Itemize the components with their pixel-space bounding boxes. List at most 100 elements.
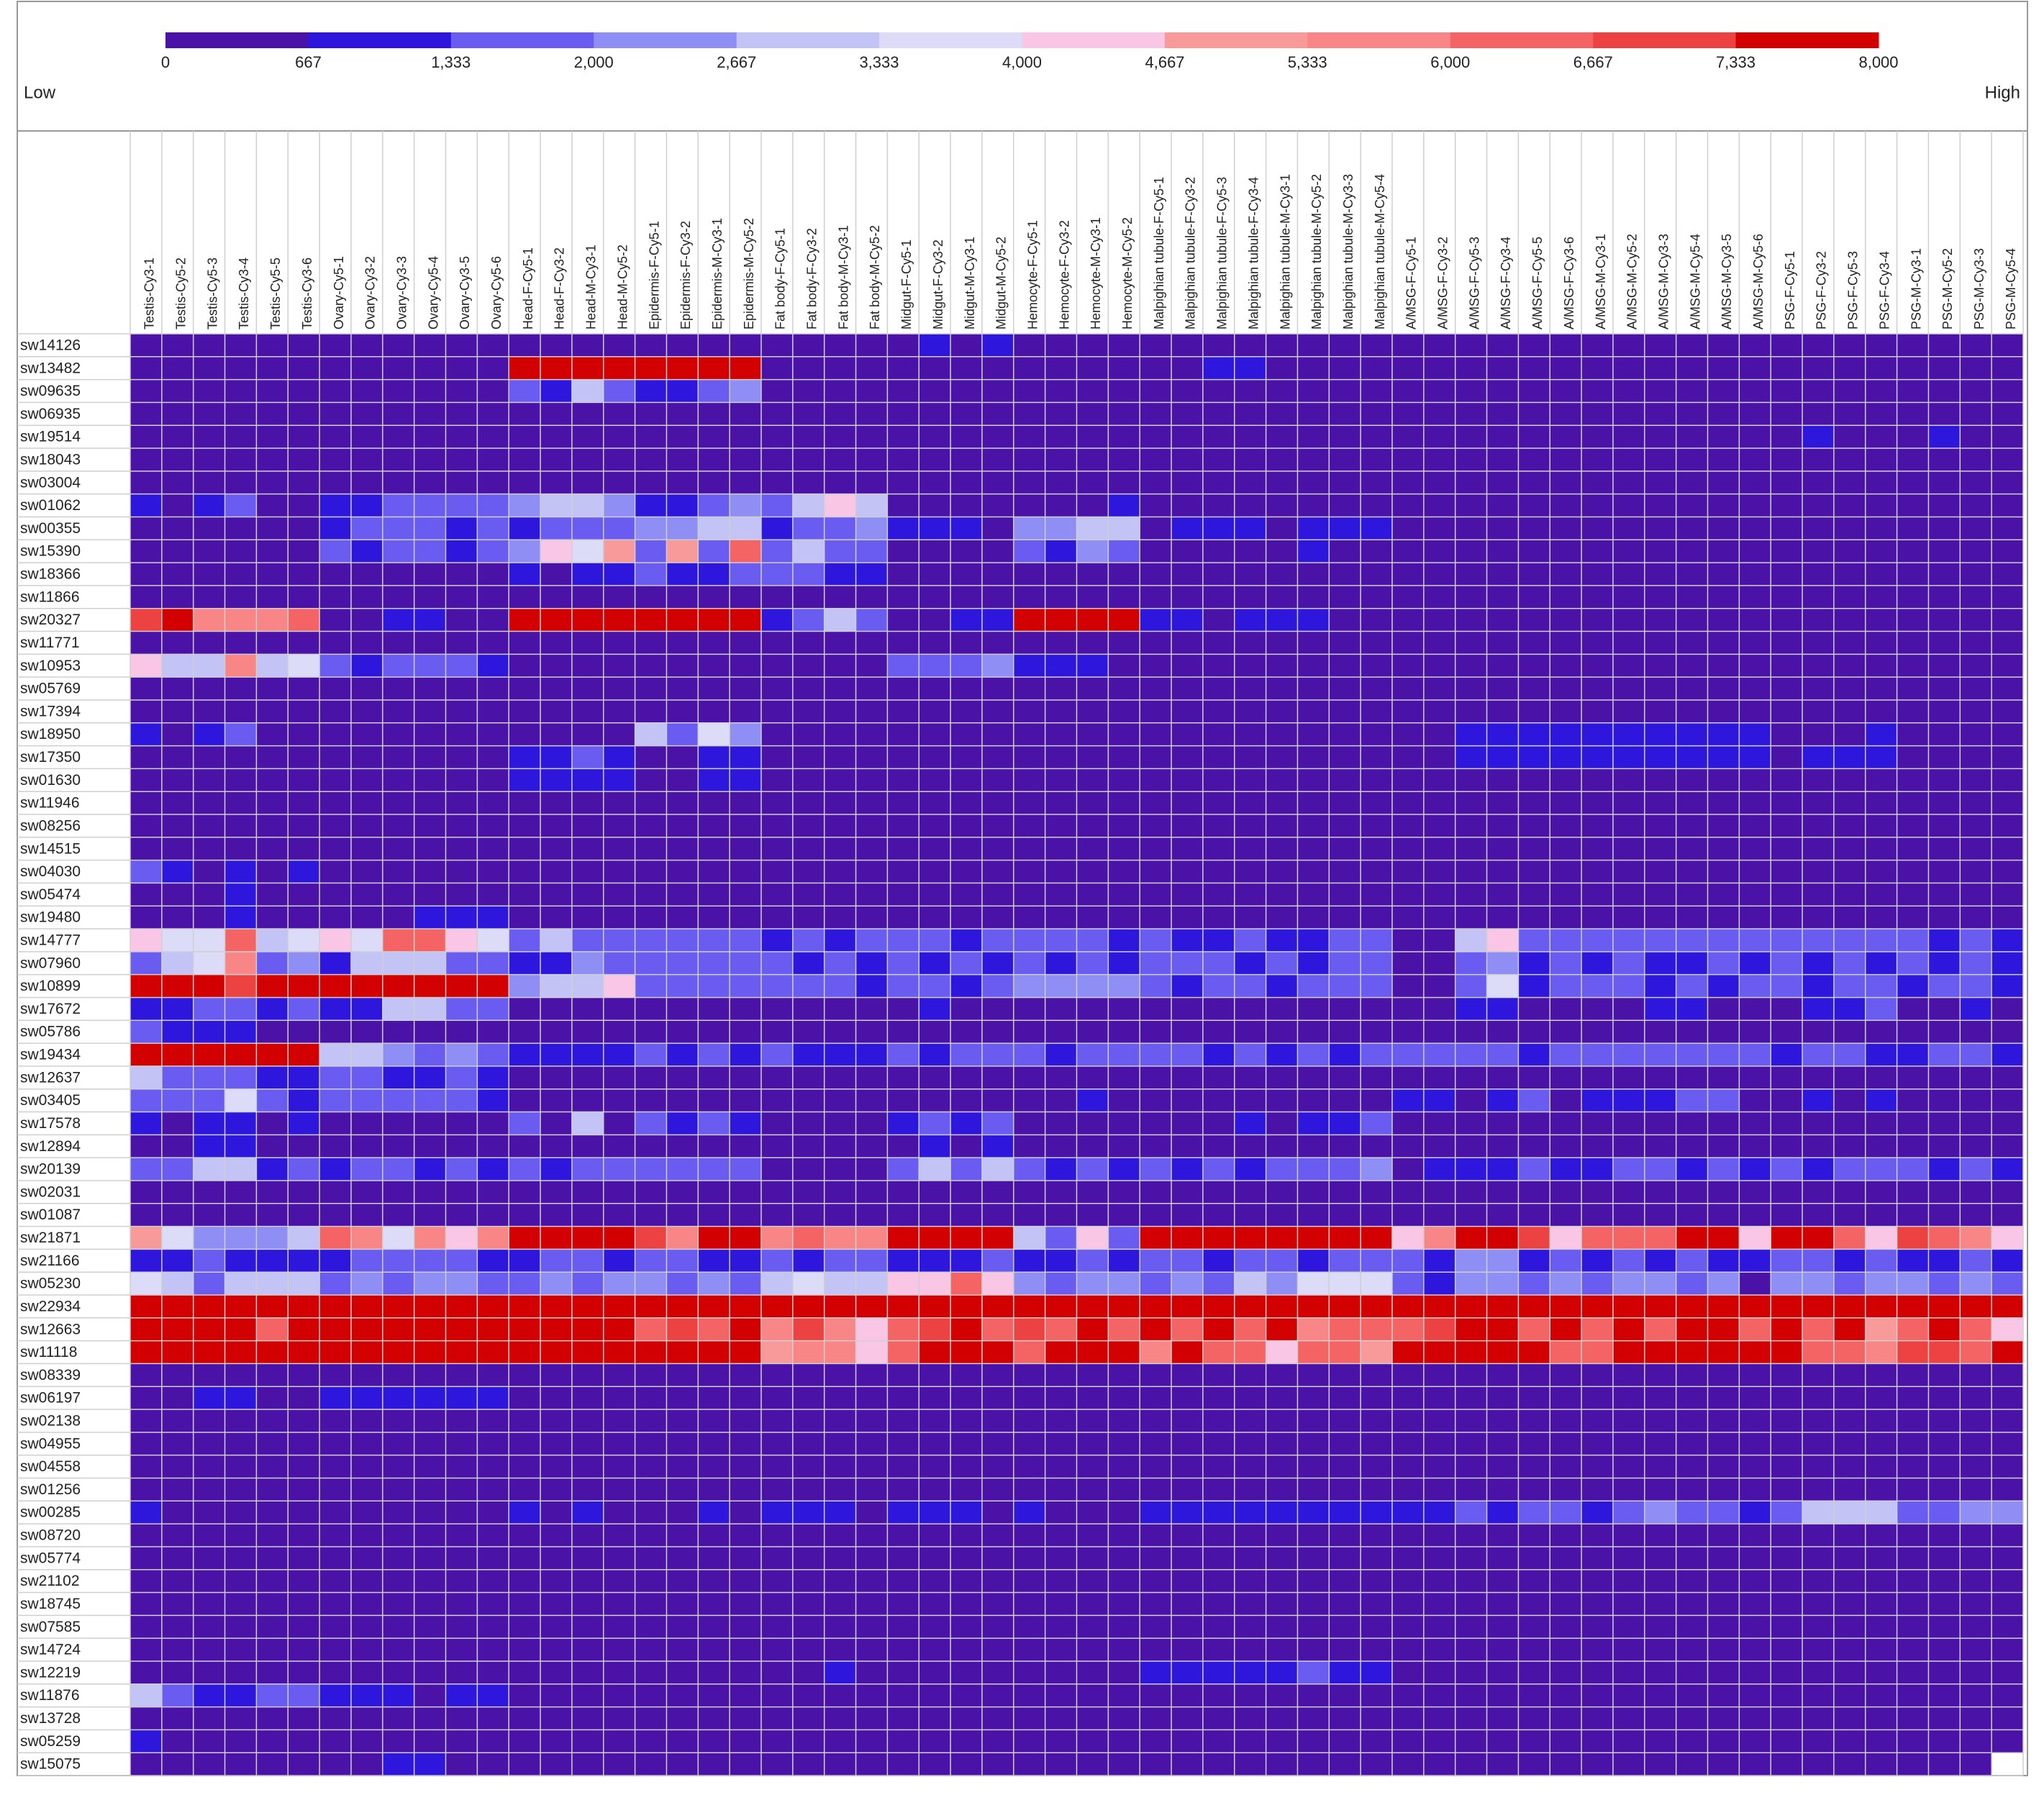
heatmap-cell (477, 540, 509, 563)
heatmap-cell (1361, 1592, 1393, 1616)
heatmap-cell (1581, 1112, 1614, 1135)
heatmap-cell (1202, 1683, 1235, 1707)
heatmap-cell (130, 1158, 163, 1181)
heatmap-cell (477, 1569, 509, 1593)
heatmap-cell (350, 448, 383, 472)
heatmap-cell (224, 1180, 257, 1204)
heatmap-cell (1045, 1592, 1077, 1616)
heatmap-cell (1329, 631, 1361, 655)
heatmap-cell (1266, 722, 1298, 746)
heatmap-cell (603, 677, 635, 701)
heatmap-cell (1644, 540, 1676, 563)
heatmap-cell (256, 1569, 289, 1593)
heatmap-cell (950, 997, 983, 1021)
heatmap-cell (1140, 563, 1172, 586)
heatmap-cell (1928, 860, 1961, 883)
heatmap-cell (1928, 974, 1961, 998)
heatmap-cell (635, 425, 667, 449)
heatmap-cell (1202, 1158, 1235, 1181)
heatmap-cell (1392, 1683, 1425, 1707)
row-label: sw12637 (20, 1069, 81, 1086)
heatmap-cell (603, 1180, 635, 1204)
heatmap-cell (1108, 1158, 1140, 1181)
heatmap-cell (1676, 1753, 1708, 1776)
heatmap-cell (161, 791, 194, 815)
column-label: Malpighian tubule-M-Cy5-4 (1373, 174, 1387, 330)
heatmap-cell (761, 1638, 794, 1662)
heatmap-cell (666, 1386, 699, 1410)
heatmap-cell (1140, 1065, 1172, 1090)
heatmap-cell (1486, 791, 1519, 815)
heatmap-cell (1960, 974, 1992, 998)
heatmap-cell (319, 1203, 352, 1227)
heatmap-cell (1833, 517, 1866, 540)
heatmap-cell (1361, 951, 1393, 975)
heatmap-cell (1865, 608, 1897, 632)
heatmap-cell (698, 929, 730, 953)
heatmap-cell (950, 1295, 983, 1319)
heatmap-cell (1581, 608, 1614, 632)
heatmap-cell (1266, 494, 1298, 517)
heatmap-cell (603, 585, 635, 609)
heatmap-cell (1897, 1615, 1929, 1639)
heatmap-cell (1140, 1135, 1172, 1158)
heatmap-cell (414, 906, 446, 930)
heatmap-cell (256, 1386, 289, 1410)
heatmap-cell (1013, 540, 1045, 563)
heatmap-cell (1486, 334, 1519, 358)
heatmap-cell (1897, 1638, 1929, 1662)
heatmap-cell (1329, 768, 1361, 792)
heatmap-cell (540, 1660, 573, 1685)
heatmap-cell (887, 1524, 919, 1548)
heatmap-cell (1928, 448, 1961, 472)
heatmap-cell (1581, 379, 1614, 403)
heatmap-cell (1581, 1615, 1614, 1639)
heatmap-cell (1612, 791, 1645, 815)
heatmap-cell (1897, 1432, 1929, 1455)
heatmap-cell (1045, 768, 1077, 792)
heatmap-cell (1108, 768, 1140, 792)
heatmap-cell (1897, 837, 1929, 860)
heatmap-cell (445, 929, 478, 953)
heatmap-cell (319, 563, 352, 586)
column-label: Testis-Cy3-4 (237, 258, 251, 330)
heatmap-cell (1013, 791, 1045, 815)
heatmap-cell (509, 1112, 541, 1135)
heatmap-cell (1108, 1660, 1140, 1685)
heatmap-cell (1550, 677, 1582, 701)
heatmap-cell (950, 860, 983, 883)
heatmap-cell (1802, 448, 1835, 472)
row-label: sw21166 (20, 1253, 80, 1269)
heatmap-cell (350, 906, 383, 930)
heatmap-cell (414, 654, 446, 678)
heatmap-cell (193, 1615, 225, 1639)
heatmap-cell (193, 517, 225, 540)
heatmap-cell (1518, 1317, 1550, 1341)
heatmap-cell (1960, 1112, 1992, 1135)
heatmap-cell (1108, 1272, 1140, 1296)
heatmap-cell (761, 722, 794, 746)
heatmap-cell (1771, 974, 1803, 998)
heatmap-cell (1802, 1363, 1835, 1387)
heatmap-cell (1423, 1730, 1455, 1753)
heatmap-cell (855, 1226, 888, 1250)
heatmap-cell (477, 1340, 509, 1364)
heatmap-cell (161, 1317, 194, 1341)
heatmap-cell (193, 1386, 225, 1410)
heatmap-cell (1329, 1020, 1361, 1044)
heatmap-cell (1045, 883, 1077, 906)
heatmap-cell (950, 1524, 983, 1548)
heatmap-cell (1707, 722, 1740, 746)
heatmap-cell (161, 608, 194, 632)
heatmap-cell (224, 379, 257, 403)
heatmap-cell (1108, 1432, 1140, 1455)
colorbar-tick-label: 2,667 (717, 53, 756, 71)
heatmap-cell (1266, 1340, 1298, 1364)
heatmap-cell (1644, 1730, 1676, 1753)
heatmap-cell (445, 1638, 478, 1662)
heatmap-cell (477, 1203, 509, 1227)
heatmap-cell (603, 1317, 635, 1341)
heatmap-cell (1707, 1638, 1740, 1662)
heatmap-cell (1991, 997, 2024, 1021)
heatmap-cell (698, 1249, 730, 1273)
